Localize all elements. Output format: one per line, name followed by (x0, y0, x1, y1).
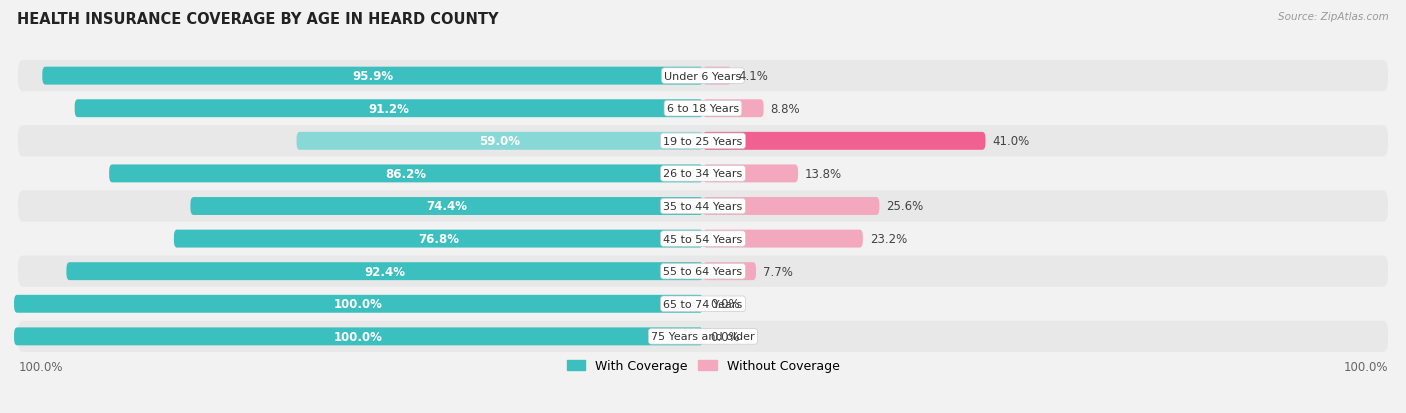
FancyBboxPatch shape (110, 165, 703, 183)
FancyBboxPatch shape (18, 256, 1388, 287)
Text: 19 to 25 Years: 19 to 25 Years (664, 136, 742, 147)
FancyBboxPatch shape (18, 288, 1388, 320)
Text: 4.1%: 4.1% (738, 70, 768, 83)
FancyBboxPatch shape (18, 61, 1388, 92)
Text: Under 6 Years: Under 6 Years (665, 71, 741, 81)
Text: 23.2%: 23.2% (870, 233, 907, 245)
Text: 65 to 74 Years: 65 to 74 Years (664, 299, 742, 309)
FancyBboxPatch shape (703, 67, 731, 85)
Text: 75 Years and older: 75 Years and older (651, 332, 755, 342)
FancyBboxPatch shape (75, 100, 703, 118)
Text: 76.8%: 76.8% (418, 233, 458, 245)
FancyBboxPatch shape (18, 93, 1388, 125)
Text: 100.0%: 100.0% (18, 360, 63, 373)
Text: 95.9%: 95.9% (352, 70, 394, 83)
FancyBboxPatch shape (703, 197, 879, 216)
Text: 100.0%: 100.0% (335, 330, 382, 343)
FancyBboxPatch shape (66, 263, 703, 280)
Text: 100.0%: 100.0% (1343, 360, 1388, 373)
Text: 35 to 44 Years: 35 to 44 Years (664, 202, 742, 211)
Text: 41.0%: 41.0% (993, 135, 1029, 148)
Text: 25.6%: 25.6% (886, 200, 924, 213)
FancyBboxPatch shape (18, 223, 1388, 255)
Text: Source: ZipAtlas.com: Source: ZipAtlas.com (1278, 12, 1389, 22)
FancyBboxPatch shape (703, 100, 763, 118)
FancyBboxPatch shape (14, 295, 703, 313)
FancyBboxPatch shape (703, 133, 986, 150)
FancyBboxPatch shape (18, 191, 1388, 222)
Text: 7.7%: 7.7% (763, 265, 793, 278)
Text: 91.2%: 91.2% (368, 102, 409, 116)
Text: 6 to 18 Years: 6 to 18 Years (666, 104, 740, 114)
FancyBboxPatch shape (18, 158, 1388, 190)
FancyBboxPatch shape (703, 230, 863, 248)
Text: 59.0%: 59.0% (479, 135, 520, 148)
FancyBboxPatch shape (18, 126, 1388, 157)
FancyBboxPatch shape (42, 67, 703, 85)
Text: 86.2%: 86.2% (385, 168, 426, 180)
Legend: With Coverage, Without Coverage: With Coverage, Without Coverage (561, 355, 845, 377)
FancyBboxPatch shape (703, 165, 799, 183)
Text: 0.0%: 0.0% (710, 330, 740, 343)
FancyBboxPatch shape (190, 197, 703, 216)
Text: 74.4%: 74.4% (426, 200, 467, 213)
Text: 13.8%: 13.8% (806, 168, 842, 180)
Text: 8.8%: 8.8% (770, 102, 800, 116)
Text: 0.0%: 0.0% (710, 297, 740, 311)
FancyBboxPatch shape (703, 263, 756, 280)
Text: 45 to 54 Years: 45 to 54 Years (664, 234, 742, 244)
Text: 100.0%: 100.0% (335, 297, 382, 311)
FancyBboxPatch shape (18, 321, 1388, 352)
FancyBboxPatch shape (14, 328, 703, 346)
Text: HEALTH INSURANCE COVERAGE BY AGE IN HEARD COUNTY: HEALTH INSURANCE COVERAGE BY AGE IN HEAR… (17, 12, 498, 27)
FancyBboxPatch shape (297, 133, 703, 150)
Text: 55 to 64 Years: 55 to 64 Years (664, 266, 742, 277)
Text: 92.4%: 92.4% (364, 265, 405, 278)
Text: 26 to 34 Years: 26 to 34 Years (664, 169, 742, 179)
FancyBboxPatch shape (174, 230, 703, 248)
